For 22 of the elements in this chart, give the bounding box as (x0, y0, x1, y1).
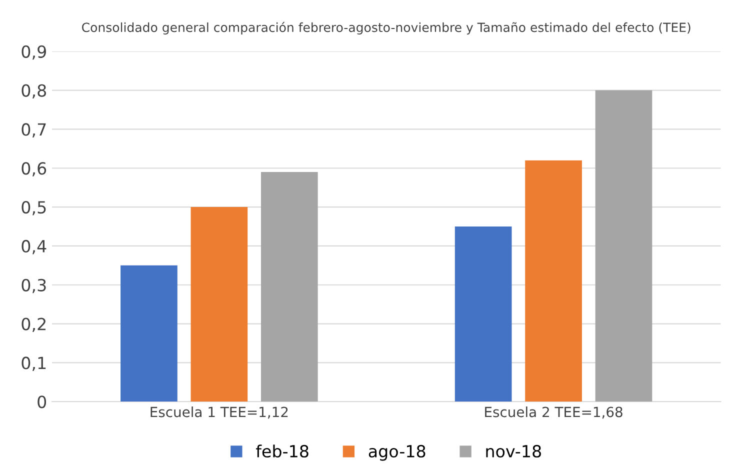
y-tick-label: 0,5 (22, 201, 46, 216)
y-tick-label: 0,2 (22, 318, 46, 332)
y-tick-label: 0,9 (22, 45, 46, 60)
legend-label: ago-18 (368, 444, 426, 461)
y-tick-label: 0,6 (22, 162, 46, 176)
bar (120, 265, 178, 402)
legend-label: feb-18 (256, 444, 308, 458)
bar (190, 207, 248, 402)
y-tick-label: 0 (38, 396, 46, 408)
x-tick-label: Escuela 1 TEE=1,12 (150, 406, 288, 419)
y-tick-label: 0,8 (22, 84, 46, 99)
y-tick-label: 0,4 (22, 240, 46, 254)
bar (525, 160, 582, 402)
y-tick-label: 0,3 (22, 278, 46, 294)
bar (260, 172, 318, 402)
bar (454, 226, 512, 402)
y-tick-label: 0,7 (22, 123, 46, 138)
y-tick-label: 0,1 (22, 356, 46, 371)
chart-title: Consolidado general comparación febrero-agosto-noviembre y Tamaño estimado del efecto (TEE) (82, 22, 690, 35)
x-tick-label: Escuela 2 TEE=1,68 (485, 406, 622, 419)
bar (595, 90, 652, 402)
legend-label: nov-18 (486, 444, 541, 458)
